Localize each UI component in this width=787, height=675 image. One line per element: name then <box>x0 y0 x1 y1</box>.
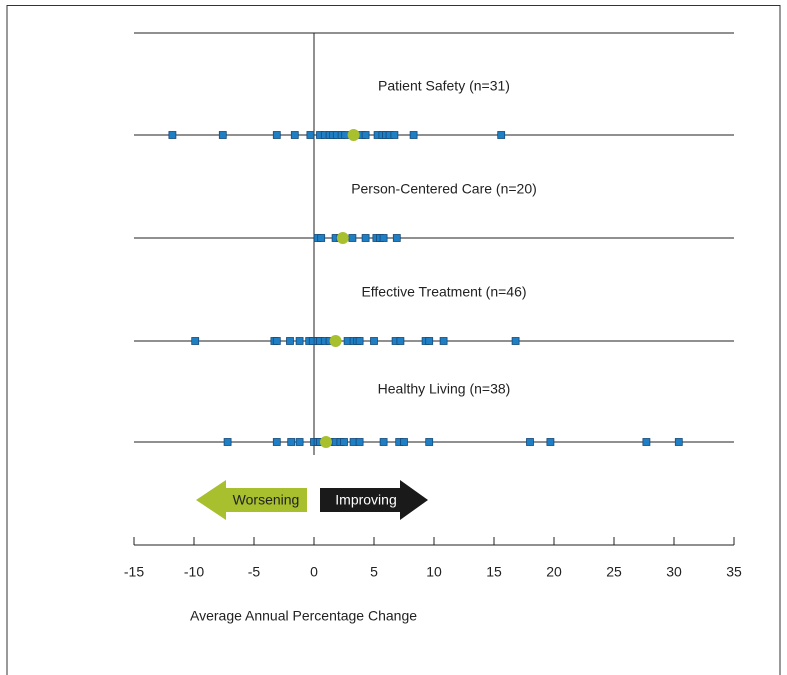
data-point <box>642 438 651 446</box>
data-point <box>191 337 200 345</box>
x-tick-label: 25 <box>606 564 622 580</box>
data-point <box>400 438 408 446</box>
data-point <box>497 131 506 139</box>
x-tick-label: 0 <box>310 564 318 580</box>
data-point <box>355 337 364 345</box>
data-point <box>218 131 227 139</box>
data-point <box>546 438 555 446</box>
worsening-label: Worsening <box>233 492 300 508</box>
data-point <box>361 131 370 139</box>
median-point <box>329 335 342 347</box>
data-point <box>439 337 448 345</box>
row-label: Healthy Living (n=38) <box>378 381 511 397</box>
data-point <box>409 131 418 139</box>
frame <box>6 5 781 675</box>
x-tick-label: 30 <box>666 564 682 580</box>
x-axis-label: Average Annual Percentage Change <box>190 608 417 624</box>
data-point <box>306 131 315 139</box>
data-point <box>272 438 281 446</box>
x-tick-label: -10 <box>184 564 204 580</box>
data-point <box>674 438 683 446</box>
data-point <box>272 337 281 345</box>
data-point <box>355 438 364 446</box>
row-label: Person-Centered Care (n=20) <box>351 181 537 197</box>
x-tick-label: 5 <box>370 564 378 580</box>
data-point <box>348 234 357 242</box>
data-point <box>286 337 294 345</box>
data-point <box>392 234 401 242</box>
x-tick-label: -5 <box>248 564 261 580</box>
data-point <box>317 234 326 242</box>
median-point <box>320 436 332 448</box>
data-point <box>379 438 388 446</box>
x-tick-label: 35 <box>726 564 742 580</box>
data-point <box>425 438 434 446</box>
x-tick-label: 15 <box>486 564 502 580</box>
improving-arrow <box>320 480 428 520</box>
improving-label: Improving <box>335 492 396 508</box>
data-point <box>287 438 296 446</box>
data-point <box>340 438 348 446</box>
data-point <box>223 438 232 446</box>
data-point <box>390 131 399 139</box>
data-point <box>425 337 434 345</box>
worsening-arrow <box>196 480 307 520</box>
x-tick-label: -15 <box>124 564 144 580</box>
data-point <box>396 337 405 345</box>
data-point <box>511 337 520 345</box>
data-point <box>295 438 304 446</box>
row-label: Patient Safety (n=31) <box>378 78 510 94</box>
median-point <box>336 232 349 244</box>
median-point <box>347 129 360 141</box>
x-tick-label: 20 <box>546 564 562 580</box>
x-tick-label: 10 <box>426 564 442 580</box>
data-point <box>272 131 281 139</box>
data-point <box>526 438 534 446</box>
data-point <box>361 234 370 242</box>
data-point <box>370 337 378 345</box>
data-point <box>168 131 177 139</box>
data-point <box>290 131 299 139</box>
data-point <box>295 337 304 345</box>
data-point <box>379 234 388 242</box>
row-label: Effective Treatment (n=46) <box>361 284 526 300</box>
